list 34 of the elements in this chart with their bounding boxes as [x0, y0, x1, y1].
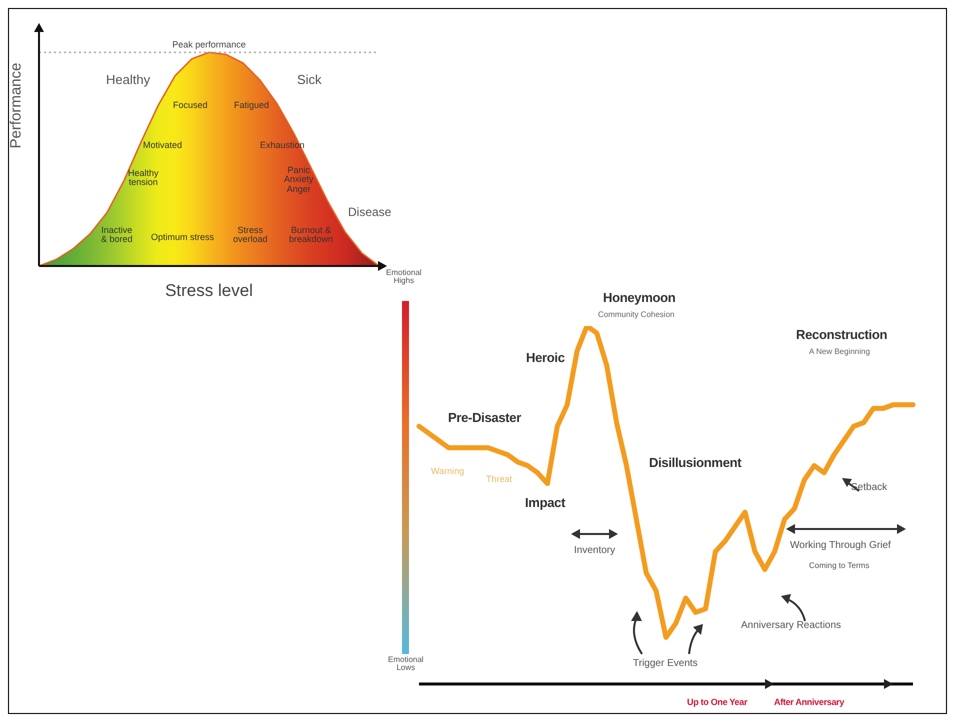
annotation: Heroic [526, 350, 565, 365]
annotation: Inactive & bored [101, 225, 133, 245]
annotation: Anniversary Reactions [741, 620, 842, 632]
annotation: A New Beginning [809, 347, 870, 356]
annotation: Fatigued [234, 100, 270, 110]
annotation: Impact [525, 495, 566, 510]
annotation: Inventory [574, 545, 616, 556]
annotation: Threat [486, 474, 512, 484]
annotation: Coming to Terms [809, 561, 870, 570]
annotation: Working Through Grief [790, 540, 891, 552]
annotation: Stress overload [233, 225, 268, 245]
annotation: Optimum stress [151, 232, 214, 242]
text: Up to One Year [687, 697, 748, 708]
annotation: Disillusionment [649, 455, 742, 470]
annotation: Emotional Lows [388, 655, 424, 673]
annotation: Warning [431, 466, 464, 476]
annotation: Sick [297, 72, 322, 87]
text: Honeymoon [603, 290, 676, 305]
annotation: Healthy [106, 72, 150, 87]
text: Emotional Highs [386, 268, 422, 286]
annotation: Panic Anxiety Anger [284, 165, 314, 194]
annotation: Trigger Events [633, 658, 698, 670]
y-axis-title: Performance [7, 62, 24, 148]
ref-line-label: Peak performance [172, 39, 246, 50]
annotation: Healthy tension [128, 168, 159, 188]
annotation: Pre-Disaster [448, 410, 521, 425]
x-axis-title: Stress level [165, 281, 253, 300]
text: Community Cohesion [598, 310, 674, 320]
text: After Anniversary [774, 697, 844, 708]
annotation: Disease [348, 205, 392, 219]
annotation: Motivated [143, 140, 182, 150]
annotation: Focused [173, 100, 208, 110]
annotation: Reconstruction [796, 327, 888, 342]
annotation: Burnout & breakdown [289, 225, 334, 245]
